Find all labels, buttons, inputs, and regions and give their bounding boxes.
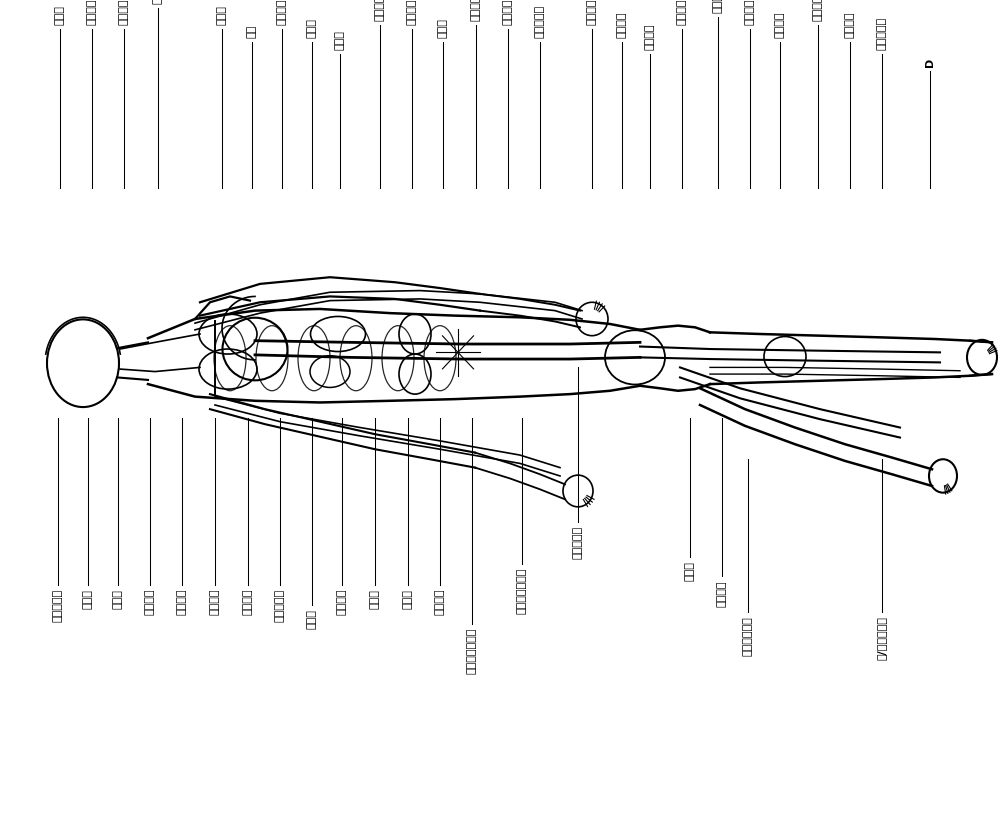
- Text: 腹部中静脉: 腹部中静脉: [275, 589, 285, 622]
- Text: 前/后胫骨静脉: 前/后胫骨静脉: [877, 616, 887, 660]
- Text: 腘静脉: 腘静脉: [685, 561, 695, 581]
- Text: 肘正中: 肘正中: [307, 610, 317, 630]
- Text: 乙状脉: 乙状脉: [55, 5, 65, 25]
- Text: 膝状静脉: 膝状静脉: [717, 580, 727, 607]
- Text: 肋间静脉: 肋间静脉: [243, 589, 253, 615]
- Text: 脾静脉: 脾静脉: [335, 30, 345, 50]
- Text: 中位前臂青静脉: 中位前臂青静脉: [467, 628, 477, 675]
- Text: 肘回静脉: 肘回静脉: [210, 589, 220, 615]
- Text: 大隐静脉: 大隐静脉: [617, 11, 627, 38]
- Text: D: D: [925, 58, 935, 67]
- Text: 小隐静脉: 小隐静脉: [775, 11, 785, 38]
- Text: 肾静脉: 肾静脉: [438, 18, 448, 38]
- Text: 趾数字静脉: 趾数字静脉: [877, 17, 887, 50]
- Text: 上级膝状静脉: 上级膝状静脉: [713, 0, 723, 13]
- Text: 腹壁下静脉: 腹壁下静脉: [573, 526, 583, 559]
- Text: 头静脉: 头静脉: [403, 589, 413, 609]
- Text: 睾丸静脉: 睾丸静脉: [407, 0, 417, 25]
- Text: 肝静脉: 肝静脉: [307, 18, 317, 38]
- Text: 枝状内动脉: 枝状内动脉: [503, 0, 513, 25]
- Text: 贵要静脉: 贵要静脉: [435, 589, 445, 615]
- Text: 心脏: 心脏: [247, 24, 257, 38]
- Text: 尺骨静脉: 尺骨静脉: [337, 589, 347, 615]
- Text: 肱骨静脉: 肱骨静脉: [145, 589, 155, 615]
- Text: 腋静脉: 腋静脉: [113, 589, 123, 609]
- Text: 劣底膝状静脉: 劣底膝状静脉: [743, 616, 753, 656]
- Text: 心脏静脉: 心脏静脉: [277, 0, 287, 25]
- Text: 桡骨静脉: 桡骨静脉: [177, 589, 187, 615]
- Text: 锁骨下静脉: 锁骨下静脉: [53, 589, 63, 622]
- Text: 阴部外静脉: 阴部外静脉: [535, 4, 545, 38]
- Text: 附件隐静脉: 附件隐静脉: [677, 0, 687, 25]
- Text: 腹部腔静脉: 腹部腔静脉: [375, 0, 385, 21]
- Text: 大隐静脉: 大隐静脉: [745, 0, 755, 25]
- Text: 枝状外动脉: 枝状外动脉: [471, 0, 481, 21]
- Text: 手掌数字浅静脉: 手掌数字浅静脉: [517, 568, 527, 615]
- Text: 胸腹膜: 胸腹膜: [370, 589, 380, 609]
- Text: 颈内静脉: 颈内静脉: [119, 0, 129, 25]
- Text: 皮底深静脉: 皮底深静脉: [813, 0, 823, 21]
- Text: 甲状腺下静脉: 甲状腺下静脉: [153, 0, 163, 4]
- Text: 皮背静脉: 皮背静脉: [845, 11, 855, 38]
- Text: 深股静脉: 深股静脉: [587, 0, 597, 25]
- Text: 股外静脉: 股外静脉: [645, 23, 655, 50]
- Text: 肺动脉: 肺动脉: [217, 5, 227, 25]
- Text: 胸腔下: 胸腔下: [83, 589, 93, 609]
- Text: 颈外静脉: 颈外静脉: [87, 0, 97, 25]
